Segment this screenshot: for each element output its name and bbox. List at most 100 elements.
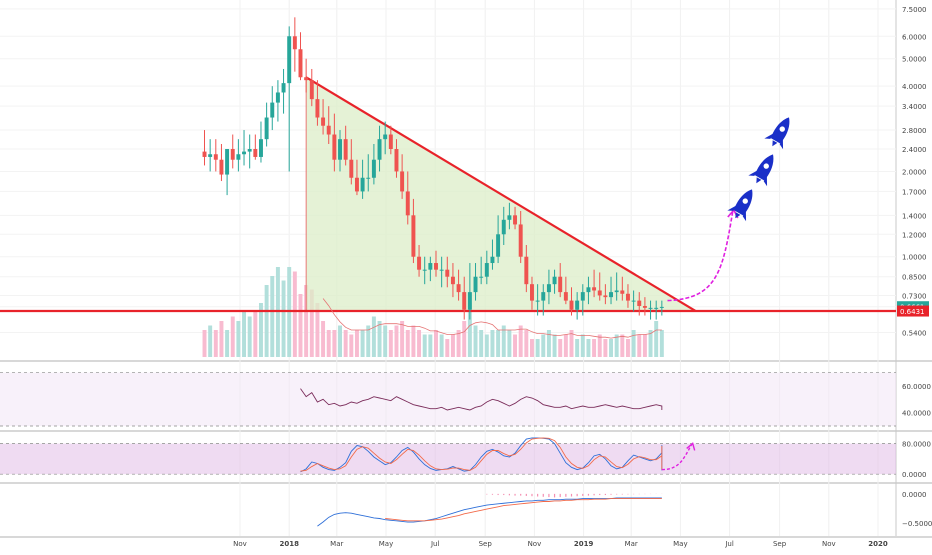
volume-bar [361,330,365,357]
candle-body [445,270,449,277]
candle-body [219,160,223,175]
candle-body [276,92,280,102]
candle-body [575,301,579,310]
volume-bar [299,294,303,357]
volume-bar [417,330,421,357]
candle-body [242,152,246,155]
macd-histogram-bar [554,494,555,498]
candle-body [468,292,472,310]
macd-histogram-bar [548,494,549,497]
volume-bar [564,335,568,358]
volume-bar [282,281,286,358]
macd-histogram-bar [514,494,515,496]
volume-bar [490,330,494,357]
x-tick-label: Jul [430,540,440,548]
x-tick-label: Sep [773,540,787,548]
volume-bar [474,326,478,358]
volume-bar [355,330,359,357]
macd-histogram-bar [622,494,623,495]
y-tick-label: 7.5000 [902,6,927,14]
candle-body [293,36,297,49]
candle-body [513,215,517,224]
volume-bar [242,312,246,357]
volume-bar [253,312,257,357]
candle-body [547,284,551,292]
candle-body [225,149,229,175]
candle-body [564,292,568,300]
macd-line [317,498,661,526]
y-tick-label: 6.0000 [902,33,927,41]
volume-bar [626,339,630,357]
x-tick-label: Nov [528,540,542,548]
candle-body [214,154,218,159]
candle-body [615,290,619,292]
volume-bar [248,317,252,358]
candle-body [609,292,613,297]
candle-body [428,263,432,270]
y-tick-label: 4.0000 [902,83,927,91]
price-badge-label: 0.6431 [900,308,925,316]
candle-body [541,292,545,300]
candle-body [536,301,540,302]
macd-y-tick-label: 0.0000 [902,491,927,499]
volume-bar [462,321,466,357]
candle-body [366,178,370,179]
projection-arrow [667,211,732,301]
candle-body [592,287,596,290]
volume-bar [575,339,579,357]
volume-bar [327,330,331,357]
volume-bar [338,326,342,358]
candle-body [524,257,528,284]
candle-body [570,301,574,310]
macd-signal-line [385,499,662,521]
macd-histogram-bar [526,494,527,496]
candle-body [400,171,404,191]
candle-body [287,36,291,83]
volume-bar [389,330,393,357]
volume-bar [372,317,376,358]
volume-bar [660,330,664,357]
volume-bar [643,335,647,358]
y-tick-label: 3.4000 [902,103,927,111]
candle-body [332,135,336,160]
macd-histogram-bar [605,494,606,495]
candle-body [394,149,398,171]
candle-body [372,160,376,178]
volume-bar [536,339,540,357]
candle-body [355,178,359,192]
volume-bar [423,335,427,358]
x-tick-label: May [379,540,393,548]
macd-histogram-bar [498,494,499,495]
y-tick-label: 1.7000 [902,188,927,196]
candle-body [327,126,331,135]
volume-bar [231,317,235,358]
macd-histogram-bar [537,494,538,497]
candle-body [485,263,489,277]
macd-histogram-bar [577,494,578,496]
macd-histogram-bar [599,494,600,495]
macd-histogram-bar [486,494,487,495]
macd-y-tick-label: −0.5000 [902,520,932,528]
candle-body [603,295,607,297]
macd-histogram-bar [503,494,504,495]
candle-body [434,263,438,270]
candle-body [490,257,494,263]
y-tick-label: 0.8500 [902,274,927,282]
y-tick-label: 1.4000 [902,212,927,220]
macd-histogram-bar [492,494,493,495]
volume-bar [219,321,223,357]
candle-body [361,178,365,192]
candle-body [626,294,630,301]
volume-bar [406,330,410,357]
volume-bar [530,339,534,357]
volume-bar [208,326,212,358]
candle-body [462,292,466,310]
candle-body [417,257,421,270]
macd-histogram-bar [509,494,510,495]
candle-body [338,139,342,160]
candle-body [321,118,325,126]
candle-body [530,284,534,300]
candle-body [502,220,506,234]
candle-body [270,103,274,118]
